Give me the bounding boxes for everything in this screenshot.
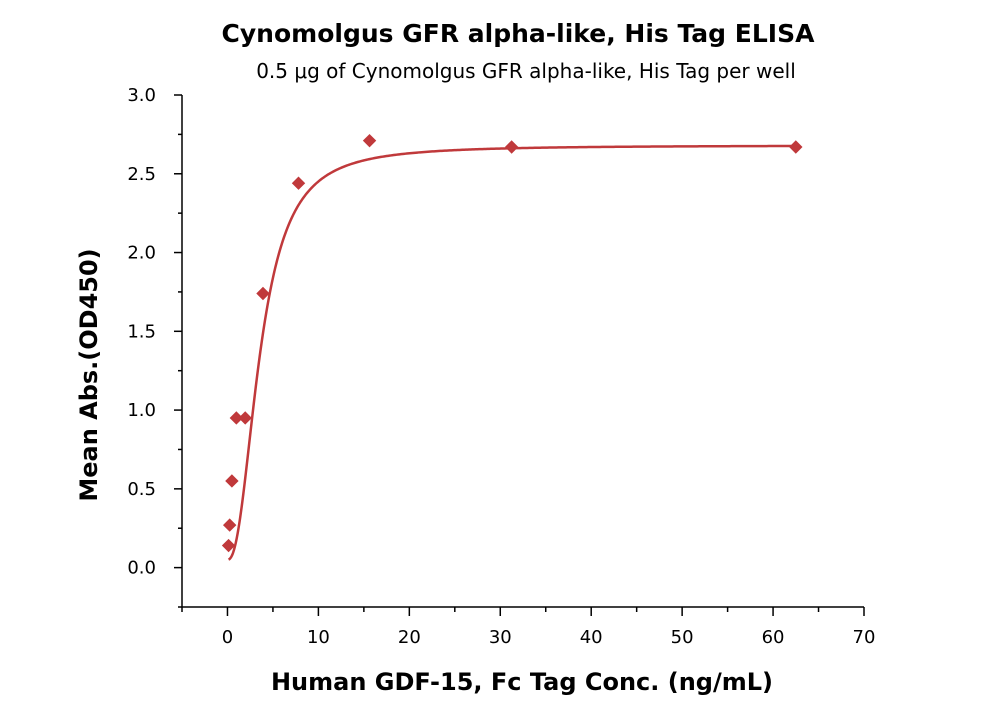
data-points [221, 133, 803, 553]
x-tick-label: 30 [489, 627, 512, 648]
x-tick-label: 40 [580, 627, 603, 648]
y-tick-label: 1.0 [127, 400, 156, 421]
data-point [504, 140, 519, 154]
x-tick-label: 0 [222, 627, 233, 648]
data-point [291, 176, 306, 190]
y-axis-label: Mean Abs.(OD450) [75, 248, 103, 501]
data-point [225, 474, 239, 488]
x-tick-label: 60 [762, 627, 785, 648]
chart-title: Cynomolgus GFR alpha-like, His Tag ELISA [222, 19, 816, 48]
data-point [362, 133, 377, 148]
ticks: 0.0 0.5 1.0 1.5 2.0 2.5 3.0 0 10 20 30 40 50 60 70 [127, 85, 875, 648]
data-point [238, 411, 252, 425]
y-tick-label: 2.5 [127, 164, 156, 185]
fit-curve-group [227, 144, 796, 561]
x-axis-label: Human GDF-15, Fc Tag Conc. (ng/mL) [271, 668, 773, 696]
y-tick-label: 2.0 [127, 243, 156, 264]
x-tick-label: 50 [671, 627, 694, 648]
data-point [229, 411, 244, 425]
y-tick-label: 3.0 [127, 85, 156, 106]
y-tick-label: 0.5 [127, 479, 156, 500]
x-tick-label: 20 [398, 627, 421, 648]
x-tick-label: 70 [853, 627, 876, 648]
x-tick-label: 10 [307, 627, 330, 648]
y-tick-label: 1.5 [127, 321, 156, 342]
data-point [256, 286, 270, 301]
y-tick-label: 0.0 [127, 558, 156, 579]
fit-curve [227, 144, 796, 561]
data-point [221, 538, 236, 553]
axes [181, 95, 864, 608]
data-point [222, 518, 237, 532]
chart-subtitle: 0.5 μg of Cynomolgus GFR alpha-like, His… [256, 59, 796, 83]
data-point [789, 140, 803, 154]
